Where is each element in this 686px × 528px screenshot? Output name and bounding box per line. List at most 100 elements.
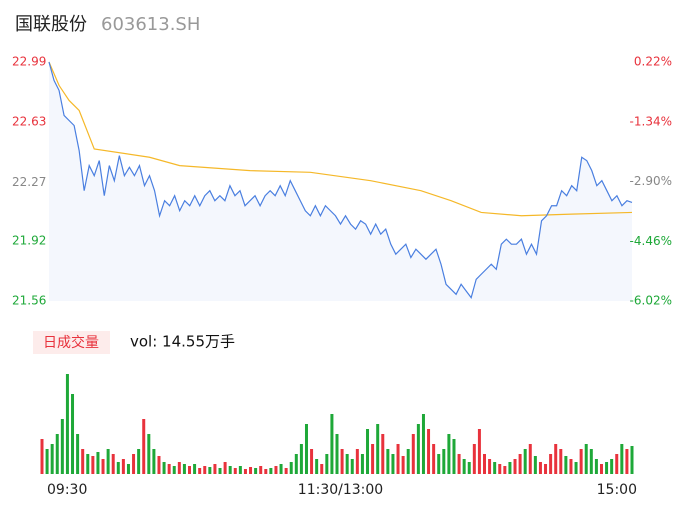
volume-bar [340,449,344,474]
y-tick-label: 21.92 [12,233,46,247]
volume-bar [513,459,517,474]
volume-bar [421,414,425,474]
stock-code: 603613.SH [101,14,200,35]
volume-bar [137,449,141,474]
volume-bar [579,449,583,474]
volume-bar [391,454,395,474]
volume-bar [294,454,298,474]
volume-bar [71,394,75,474]
volume-bar [325,454,329,474]
volume-bar [386,449,390,474]
volume-bar [86,454,90,474]
volume-bar [330,414,334,474]
volume-bar [198,468,202,474]
volume-title-bg [33,331,110,354]
volume-bar [457,454,461,474]
volume-bar [91,456,95,474]
volume-bar [203,466,207,474]
volume-bar [452,439,456,474]
volume-bar [411,434,415,474]
volume-bar [223,462,227,474]
volume-bar [620,444,624,474]
volume-bar [447,434,451,474]
volume-bar [152,449,156,474]
volume-bar [50,444,54,474]
volume-bar [544,464,548,474]
volume-bar [81,449,85,474]
y2-tick-label: -1.34% [630,114,672,128]
volume-bar [615,454,619,474]
volume-bar [106,449,110,474]
volume-bar [355,449,359,474]
volume-bar [243,469,247,474]
y2-tick-label: 0.22% [634,55,672,69]
volume-bar [437,454,441,474]
volume-bar [65,374,69,474]
volume-bar [188,466,191,474]
volume-bar [533,456,537,474]
volume-bar [335,434,339,474]
volume-bar [254,468,258,474]
average-line [48,61,633,217]
volume-bar [401,456,405,474]
volume-bar [310,449,314,474]
volume-bar [523,449,527,474]
volume-bar [371,444,375,474]
y2-tick-label: -2.90% [630,174,672,188]
volume-bar [376,424,380,474]
volume-bar [564,456,568,474]
volume-bar [554,444,558,474]
volume-bar [406,449,410,474]
volume-bar [345,454,349,474]
volume-bar [493,462,497,474]
volume-bar [238,466,242,474]
price-area [49,62,632,301]
volume-bar [467,462,471,474]
volume-bar [396,444,400,474]
volume-bar [157,456,161,474]
y2-tick-label: -6.02% [630,294,672,308]
volume-bar [559,449,563,474]
volume-bar [574,462,578,474]
volume-bar [264,469,268,474]
volume-bar [208,467,212,474]
price-line [48,61,633,299]
volume-bar [126,464,130,474]
x-tick-label: 09:30 [47,482,87,498]
volume-bar [472,444,476,474]
volume-bar [228,466,232,474]
volume-bar [116,462,120,474]
volume-bar [508,462,512,474]
volume-bar [274,466,278,474]
y-tick-label: 22.63 [12,115,46,129]
volume-bar [528,444,532,474]
y-tick-label: 21.56 [12,294,46,308]
volume-bar [162,462,166,474]
volume-bar [233,468,237,474]
volume-bar [488,459,492,474]
volume-bar [304,424,308,474]
volume-bar [269,468,273,474]
volume-bar [121,459,125,474]
volume-bar [40,439,44,474]
volume-bar [569,459,573,474]
volume-bar [55,434,59,474]
volume-bar [589,449,593,474]
volume-bar [432,444,436,474]
volume-bar [172,466,176,474]
volume-bar [498,464,502,474]
volume-bar [147,434,151,474]
volume-bar [289,462,293,474]
volume-bar [177,462,181,474]
volume-bar [381,434,385,474]
volume-bar [599,464,603,474]
x-tick-label: 11:30/13:00 [298,482,383,498]
volume-bar [584,444,588,474]
volume-bar [167,464,171,474]
volume-bar [630,446,634,474]
volume-bar [549,454,553,474]
volume-bar [427,429,431,474]
volume-bar [594,459,598,474]
volume-bar [350,459,354,474]
